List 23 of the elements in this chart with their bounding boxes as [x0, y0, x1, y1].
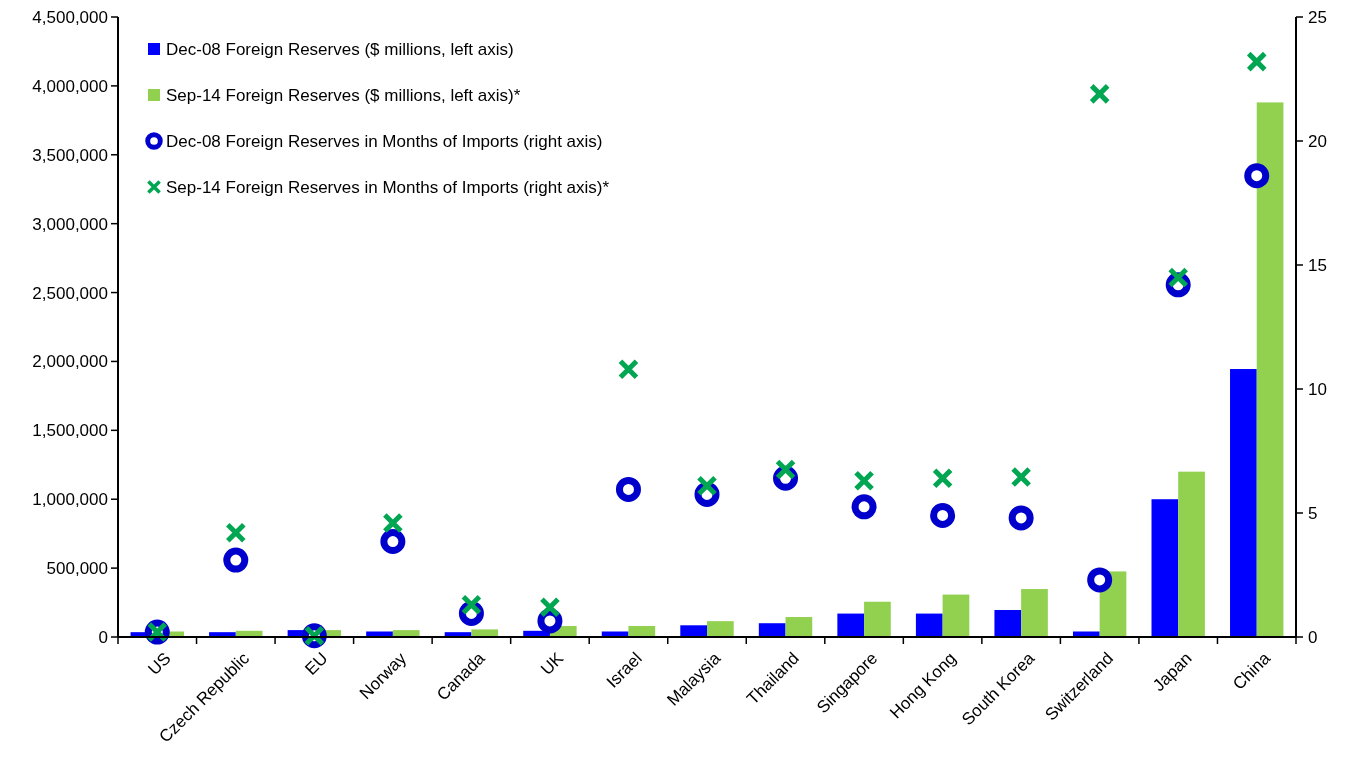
x-tick-label: US	[144, 648, 175, 679]
y-tick-label: 3,500,000	[32, 145, 108, 165]
y-tick-label: 500,000	[46, 559, 108, 579]
legend-label: Dec-08 Foreign Reserves in Months of Imports (right axis)	[166, 131, 603, 151]
y2-tick-label: 0	[1308, 627, 1318, 647]
y-tick-label: 0	[98, 627, 108, 647]
y2-tick-label: 15	[1308, 255, 1327, 275]
legend-label: Sep-14 Foreign Reserves ($ millions, left axis)*	[166, 85, 521, 105]
legend-label: Sep-14 Foreign Reserves in Months of Imports (right axis)*	[166, 177, 610, 197]
y2-tick-label: 5	[1308, 503, 1318, 523]
y2-tick-label: 20	[1308, 131, 1327, 151]
y-tick-label: 4,500,000	[32, 7, 108, 27]
y-tick-label: 1,000,000	[32, 490, 108, 510]
y-tick-label: 3,000,000	[32, 214, 108, 234]
y2-tick-label: 10	[1308, 379, 1327, 399]
x-tick-label: EU	[301, 648, 332, 679]
y-tick-label: 2,000,000	[32, 352, 108, 372]
y2-tick-label: 25	[1308, 7, 1327, 27]
x-tick-label: UK	[537, 648, 568, 679]
y-tick-label: 1,500,000	[32, 421, 108, 441]
y-tick-label: 2,500,000	[32, 283, 108, 303]
legend-label: Dec-08 Foreign Reserves ($ millions, left axis)	[166, 39, 514, 59]
y-tick-label: 4,000,000	[32, 76, 108, 96]
